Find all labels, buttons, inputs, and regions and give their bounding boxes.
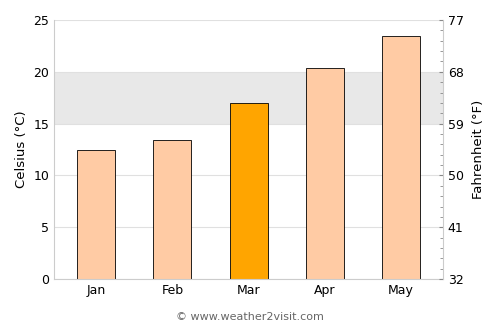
Bar xyxy=(306,68,344,279)
Text: © www.weather2visit.com: © www.weather2visit.com xyxy=(176,312,324,322)
Bar xyxy=(154,140,192,279)
Y-axis label: Fahrenheit (°F): Fahrenheit (°F) xyxy=(472,100,485,199)
Bar xyxy=(382,35,420,279)
Bar xyxy=(230,103,268,279)
Bar xyxy=(77,150,115,279)
Bar xyxy=(54,72,443,124)
Y-axis label: Celsius (°C): Celsius (°C) xyxy=(15,111,28,188)
